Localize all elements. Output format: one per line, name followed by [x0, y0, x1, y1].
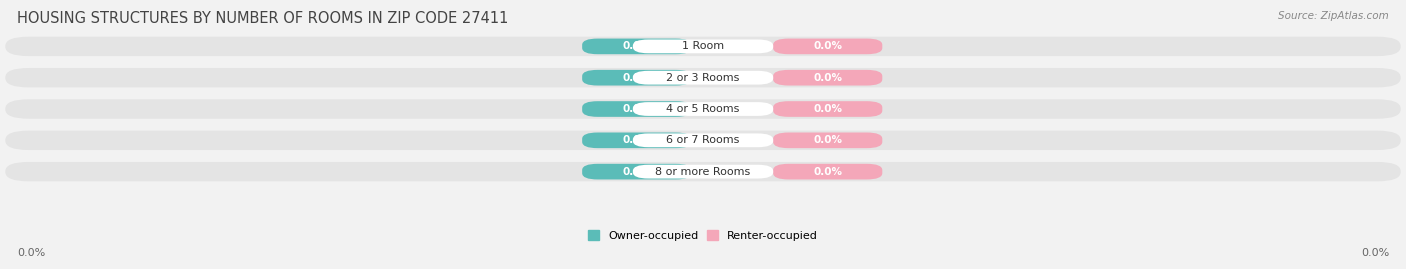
- Text: 0.0%: 0.0%: [17, 248, 45, 258]
- Text: 0.0%: 0.0%: [623, 104, 651, 114]
- Text: 0.0%: 0.0%: [813, 167, 842, 177]
- Text: 0.0%: 0.0%: [623, 167, 651, 177]
- Text: 0.0%: 0.0%: [813, 104, 842, 114]
- FancyBboxPatch shape: [633, 165, 773, 179]
- Text: 0.0%: 0.0%: [1361, 248, 1389, 258]
- FancyBboxPatch shape: [582, 164, 692, 179]
- FancyBboxPatch shape: [773, 101, 883, 117]
- FancyBboxPatch shape: [773, 70, 883, 86]
- FancyBboxPatch shape: [6, 99, 1400, 119]
- Text: 0.0%: 0.0%: [813, 135, 842, 145]
- FancyBboxPatch shape: [6, 37, 1400, 56]
- FancyBboxPatch shape: [582, 38, 692, 54]
- FancyBboxPatch shape: [633, 102, 773, 116]
- Text: 0.0%: 0.0%: [813, 73, 842, 83]
- FancyBboxPatch shape: [773, 133, 883, 148]
- Text: 0.0%: 0.0%: [623, 73, 651, 83]
- FancyBboxPatch shape: [6, 162, 1400, 181]
- Text: Source: ZipAtlas.com: Source: ZipAtlas.com: [1278, 11, 1389, 21]
- FancyBboxPatch shape: [6, 68, 1400, 87]
- Text: 0.0%: 0.0%: [813, 41, 842, 51]
- Text: 8 or more Rooms: 8 or more Rooms: [655, 167, 751, 177]
- FancyBboxPatch shape: [773, 38, 883, 54]
- FancyBboxPatch shape: [582, 70, 692, 86]
- Text: 0.0%: 0.0%: [623, 41, 651, 51]
- Text: 1 Room: 1 Room: [682, 41, 724, 51]
- FancyBboxPatch shape: [633, 133, 773, 147]
- FancyBboxPatch shape: [6, 131, 1400, 150]
- Text: 0.0%: 0.0%: [623, 135, 651, 145]
- FancyBboxPatch shape: [633, 71, 773, 84]
- Text: 4 or 5 Rooms: 4 or 5 Rooms: [666, 104, 740, 114]
- FancyBboxPatch shape: [633, 40, 773, 53]
- Text: 2 or 3 Rooms: 2 or 3 Rooms: [666, 73, 740, 83]
- FancyBboxPatch shape: [773, 164, 883, 179]
- FancyBboxPatch shape: [582, 133, 692, 148]
- FancyBboxPatch shape: [582, 101, 692, 117]
- Text: HOUSING STRUCTURES BY NUMBER OF ROOMS IN ZIP CODE 27411: HOUSING STRUCTURES BY NUMBER OF ROOMS IN…: [17, 11, 508, 26]
- Legend: Owner-occupied, Renter-occupied: Owner-occupied, Renter-occupied: [588, 230, 818, 241]
- Text: 6 or 7 Rooms: 6 or 7 Rooms: [666, 135, 740, 145]
